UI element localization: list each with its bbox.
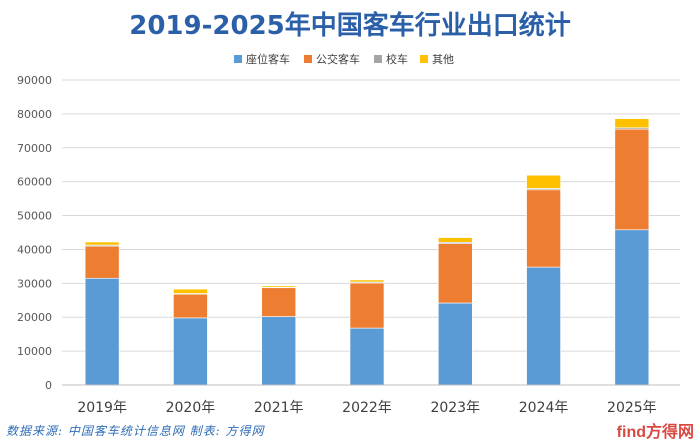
bar-segment-4-5 (437, 237, 473, 243)
gridlines (62, 79, 680, 352)
y-axis-ticks: 0 10000 20000 30000 40000 50000 60000 70000 8000… (17, 74, 52, 392)
legend-swatch (234, 55, 242, 63)
legend-swatch (304, 55, 312, 63)
bar-segment-4-7 (614, 118, 650, 129)
bar-segment-2-3 (261, 287, 297, 317)
y-tick-label: 10000 (17, 345, 52, 358)
legend: 座位客车 公交客车 校车 其他 (234, 52, 454, 66)
bar-segment-2-6 (526, 189, 561, 268)
x-tick-label: 2022年 (342, 400, 392, 416)
bar-segment-1-5 (437, 302, 473, 386)
y-tick-label: 0 (45, 379, 52, 392)
y-tick-label: 90000 (17, 74, 52, 87)
y-tick-label: 40000 (17, 243, 52, 256)
bar-segment-1-2 (173, 317, 208, 386)
bar-segment-4-6 (526, 174, 561, 189)
bar-segment-2-2 (173, 293, 208, 319)
x-tick-label: 2020年 (166, 400, 216, 416)
y-tick-label: 20000 (17, 311, 52, 324)
x-axis-ticks: 2019年 2020年 2021年 2022年 2023年 2024年 2025年 (77, 400, 656, 416)
legend-swatch (374, 55, 382, 63)
bar-segment-2-5 (437, 243, 473, 304)
bars (84, 118, 650, 386)
x-tick-label: 2023年 (430, 400, 480, 416)
watermark-logo: find方得网 (616, 424, 694, 441)
bar-segment-4-4 (349, 279, 385, 283)
bar-segment-2-1 (84, 245, 120, 279)
x-tick-label: 2024年 (519, 400, 569, 416)
legend-label: 其他 (432, 53, 454, 66)
y-tick-label: 70000 (17, 142, 52, 155)
bar-segment-4-2 (173, 288, 208, 294)
legend-swatch (420, 55, 428, 63)
bar-segment-1-6 (526, 266, 561, 386)
y-tick-label: 30000 (17, 277, 52, 290)
bar-segment-1-3 (261, 316, 297, 386)
legend-label: 公交客车 (316, 52, 360, 66)
chart-title: 2019-2025年中国客车行业出口统计 (129, 10, 571, 41)
data-source-note: 数据来源: 中国客车统计信息网 制表: 方得网 (6, 424, 265, 438)
legend-label: 座位客车 (246, 52, 290, 66)
bar-segment-4-1 (84, 241, 120, 246)
x-tick-label: 2025年 (607, 400, 657, 416)
bar-segment-4-3 (261, 285, 297, 288)
y-tick-label: 80000 (17, 108, 52, 121)
y-tick-label: 60000 (17, 176, 52, 189)
bar-segment-1-7 (614, 229, 650, 386)
bar-segment-2-4 (349, 282, 385, 329)
bar-segment-1-1 (84, 277, 120, 386)
y-tick-label: 50000 (17, 210, 52, 223)
x-tick-label: 2019年 (77, 400, 127, 416)
bar-segment-2-7 (614, 128, 650, 231)
bar-segment-1-4 (349, 327, 385, 386)
legend-label: 校车 (386, 52, 408, 66)
x-tick-label: 2021年 (254, 400, 304, 416)
